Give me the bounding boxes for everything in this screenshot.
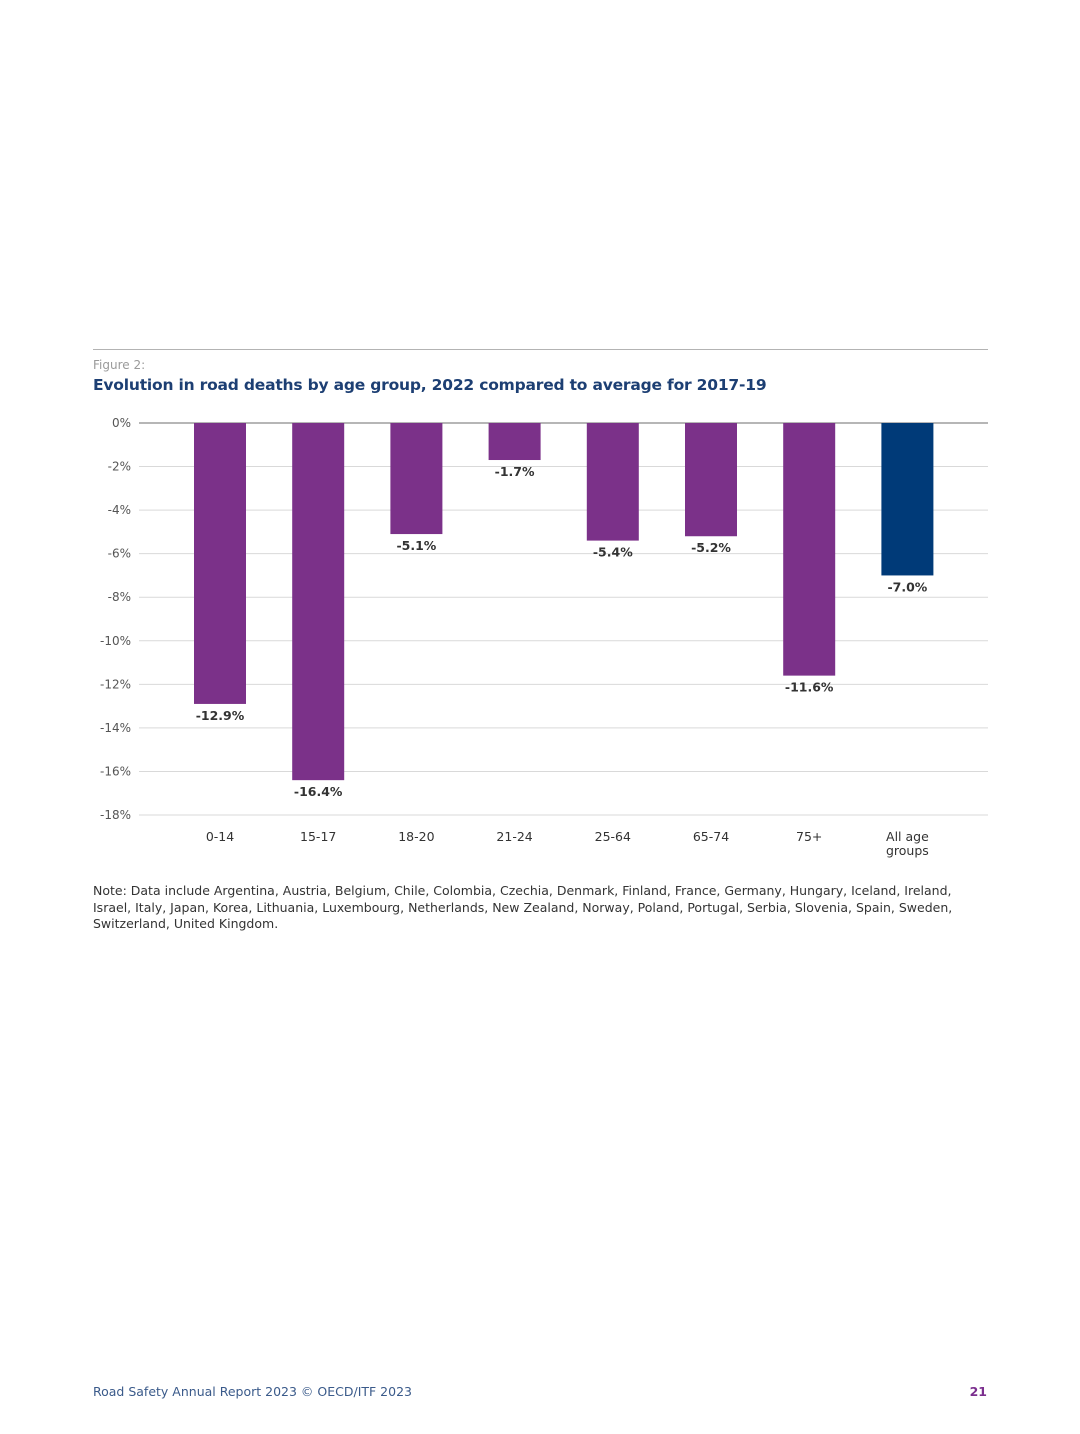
data-label: -11.6% <box>785 680 834 695</box>
y-tick-label: -12% <box>100 677 131 691</box>
bar <box>586 423 639 541</box>
figure-note: Note: Data include Argentina, Austria, B… <box>93 883 953 931</box>
bar <box>390 423 443 535</box>
data-label: -1.7% <box>495 464 535 479</box>
bar <box>194 423 246 704</box>
page-number: 21 <box>969 1384 987 1399</box>
bar-chart: 0% -2% -4% -6% -8% -10% -12% -14% -16% -18% -12.9… <box>100 416 988 858</box>
bar <box>783 423 836 676</box>
x-tick-label: 75+ <box>796 829 822 844</box>
data-label: -5.1% <box>396 538 436 553</box>
y-tick-label: -18% <box>100 808 131 822</box>
y-tick-label: -6% <box>108 547 131 561</box>
x-tick-label: All age groups <box>886 829 929 858</box>
x-tick-label: 0-14 <box>206 829 234 844</box>
y-tick-label: -4% <box>108 503 131 517</box>
bar <box>881 423 934 576</box>
data-label: -12.9% <box>196 708 245 723</box>
x-tick-label: 15-17 <box>300 829 336 844</box>
bar <box>488 423 541 461</box>
figure-label: Figure 2: <box>93 358 146 372</box>
bar <box>685 423 737 537</box>
y-tick-label: -10% <box>100 634 131 648</box>
figure-title: Evolution in road deaths by age group, 2… <box>93 376 767 394</box>
x-axis: 0-14 15-17 18-20 21-24 25-64 65-74 75+ All age g… <box>206 829 929 858</box>
data-label: -16.4% <box>294 784 343 799</box>
data-label: -5.4% <box>593 545 633 560</box>
top-divider <box>93 349 988 350</box>
bar <box>292 423 345 781</box>
data-label: -5.2% <box>691 540 731 555</box>
y-tick-label: -16% <box>100 764 131 778</box>
y-tick-label: -2% <box>108 460 131 474</box>
y-axis: 0% -2% -4% -6% -8% -10% -12% -14% -16% -18% <box>100 416 131 822</box>
chart-bars <box>194 423 934 781</box>
footer-citation: Road Safety Annual Report 2023 © OECD/IT… <box>93 1384 412 1399</box>
data-label: -7.0% <box>887 579 927 594</box>
chart-grid <box>139 422 988 816</box>
x-tick-label: 25-64 <box>595 829 631 844</box>
x-tick-label: 18-20 <box>398 829 434 844</box>
data-labels: -12.9% -16.4% -5.1% -1.7% -5.4% -5.2% -11.6% -7… <box>196 464 928 799</box>
y-tick-label: -8% <box>108 590 131 604</box>
x-tick-label: 21-24 <box>496 829 532 844</box>
y-tick-label: 0% <box>112 416 131 430</box>
y-tick-label: -14% <box>100 721 131 735</box>
x-tick-label: 65-74 <box>693 829 729 844</box>
